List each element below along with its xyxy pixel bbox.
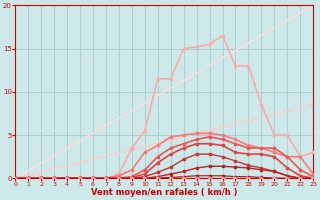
X-axis label: Vent moyen/en rafales ( km/h ): Vent moyen/en rafales ( km/h ) [91, 188, 237, 197]
